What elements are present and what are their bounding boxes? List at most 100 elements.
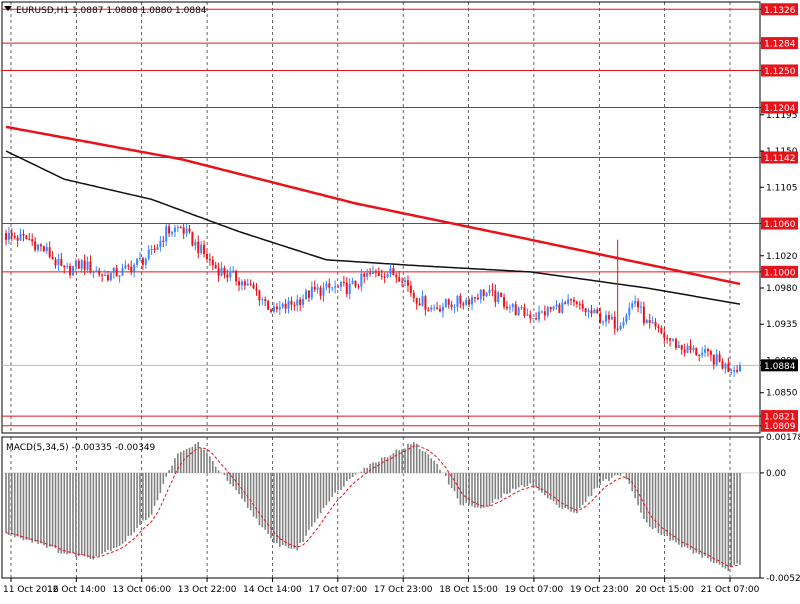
candle-body [476, 297, 479, 300]
candle-body [235, 270, 238, 282]
candle-body [567, 299, 570, 304]
candle-body [57, 258, 60, 266]
main-chart-frame [1, 1, 761, 434]
candle-body [7, 233, 10, 240]
candle-body [596, 309, 599, 314]
candle-body [112, 267, 115, 273]
candle-body [558, 304, 561, 313]
candle-body [284, 303, 287, 309]
candle-body [138, 258, 141, 260]
candle-body [503, 297, 506, 307]
candle-body [488, 289, 491, 293]
candle-body [433, 307, 436, 309]
candle-body [130, 266, 133, 272]
candle-body [415, 298, 418, 304]
candle-body [150, 248, 153, 250]
candle-body [639, 306, 642, 308]
candle-body [124, 265, 127, 269]
candle-body [709, 351, 712, 355]
candle-body [118, 275, 121, 277]
x-tick-label: 17 Oct 23:00 [374, 585, 433, 595]
candle-body [634, 301, 637, 304]
symbol-header: EURUSD,H1 1.0887 1.0888 1.0880 1.0884 [16, 6, 207, 16]
candle-body [278, 307, 281, 310]
candle-body [383, 276, 386, 278]
x-tick-label: 17 Oct 07:00 [308, 585, 367, 595]
candle-body [485, 292, 488, 297]
candle-body [651, 322, 654, 324]
candle-body [95, 270, 98, 272]
candle-body [465, 299, 468, 305]
candle-body [310, 286, 313, 298]
candle-body [674, 339, 677, 348]
candle-body [69, 265, 72, 276]
y-tick-label: 1.0980 [766, 284, 798, 294]
candle-body [418, 303, 421, 306]
candle-body [482, 289, 485, 297]
candle-body [677, 345, 680, 348]
candle-body [645, 320, 648, 324]
candle-body [430, 307, 433, 310]
candle-body [459, 295, 462, 304]
x-tick-label: 14 Oct 14:00 [243, 585, 302, 595]
candle-body [610, 316, 613, 320]
candle-body [578, 303, 581, 305]
candle-body [456, 295, 459, 307]
candle-body [203, 244, 206, 255]
candle-body [226, 274, 229, 278]
candle-body [147, 249, 150, 259]
candle-body [337, 286, 340, 288]
candle-body [468, 299, 471, 305]
candle-body [179, 227, 182, 229]
candle-body [538, 311, 541, 320]
candle-body [220, 267, 223, 276]
candle-body [517, 307, 520, 316]
macd-header: MACD(5,34,5) -0.00335 -0.00349 [6, 443, 156, 453]
candle-body [712, 354, 715, 365]
candle-body [736, 370, 739, 372]
candle-body [360, 273, 363, 287]
candle-body [450, 304, 453, 307]
candle-body [607, 315, 610, 320]
candle-body [316, 287, 319, 290]
macd-signal-line [5, 444, 741, 568]
candle-body [104, 275, 107, 277]
candle-body [106, 275, 109, 281]
candle-body [526, 314, 529, 316]
y-tick-label: 1.0935 [766, 320, 798, 330]
candle-body [275, 306, 278, 310]
candle-body [307, 290, 310, 298]
candle-body [721, 361, 724, 369]
candle-body [98, 270, 101, 275]
candle-body [555, 304, 558, 307]
candle-body [395, 275, 398, 278]
candle-body [689, 345, 692, 350]
candle-body [240, 281, 243, 286]
candle-body [133, 264, 136, 272]
candle-body [532, 318, 535, 320]
candle-body [695, 347, 698, 355]
candle-body [642, 306, 645, 324]
candle-body [176, 227, 179, 229]
candle-body [447, 299, 450, 305]
candle-body [369, 272, 372, 274]
candle-body [508, 307, 511, 309]
candle-body [438, 308, 441, 312]
candle-body [543, 311, 546, 316]
candle-body [296, 299, 299, 306]
candle-body [706, 349, 709, 352]
candle-body [523, 307, 526, 316]
candle-body [701, 352, 704, 356]
candle-body [92, 271, 95, 273]
macd-y-tick-label: 0.00 [766, 469, 786, 479]
candle-body [339, 282, 342, 287]
candle-body [660, 327, 663, 334]
x-tick-label: 11 Oct 2016 [3, 585, 59, 595]
candle-body [80, 260, 83, 269]
candle-body [444, 299, 447, 307]
candle-body [223, 267, 226, 275]
price-level-tag-label: 1.0809 [764, 422, 796, 432]
candle-body [733, 370, 736, 372]
candle-body [363, 273, 366, 277]
